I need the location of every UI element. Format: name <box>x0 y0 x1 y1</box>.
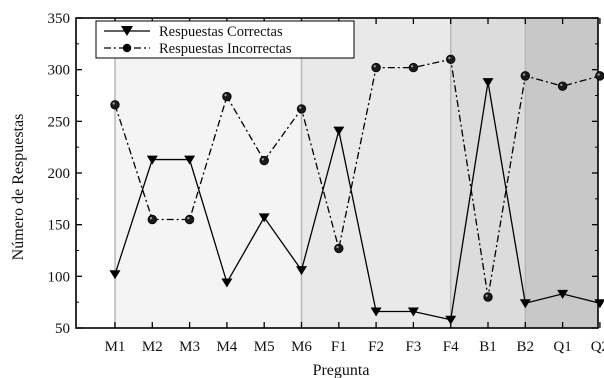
data-point <box>482 78 494 88</box>
x-tick-label: Q1 <box>553 339 571 355</box>
legend-marker-correctas <box>121 26 133 36</box>
data-point <box>221 278 233 288</box>
x-tick-label: B1 <box>479 339 497 355</box>
data-point-highlight <box>522 73 526 76</box>
data-point <box>483 292 493 302</box>
x-tick-label: B2 <box>517 339 535 355</box>
y-tick-label: 300 <box>48 63 71 79</box>
series-line <box>114 81 601 321</box>
series-line <box>114 58 601 298</box>
data-point <box>446 54 456 65</box>
legend-box <box>95 20 355 59</box>
y-tick-label: 250 <box>48 114 71 130</box>
data-point <box>407 307 419 317</box>
series-layer <box>109 54 604 325</box>
data-point-highlight <box>299 106 302 109</box>
data-point-highlight <box>448 56 451 60</box>
axes: 50 100 150 200 250 300 350 M1 M2 M3 M4 M5 M6 F1 F2 F3 F4… <box>48 11 604 355</box>
data-point <box>110 100 120 110</box>
shaded-regions <box>114 18 598 328</box>
data-point <box>594 299 604 309</box>
data-point <box>408 62 419 73</box>
y-tick-label: 100 <box>48 269 71 285</box>
legend-marker-incorrectas <box>122 43 132 53</box>
data-point <box>445 315 457 325</box>
y-tick-label: 350 <box>48 11 71 27</box>
data-point <box>184 214 195 225</box>
x-tick-label: M3 <box>179 339 200 355</box>
data-point <box>147 214 158 225</box>
data-point-highlight <box>410 65 414 68</box>
shaded-region-1 <box>115 18 302 328</box>
x-tick-label: M1 <box>105 339 126 355</box>
data-point <box>184 155 196 165</box>
data-point-highlight <box>336 245 339 249</box>
y-tick-label: 150 <box>48 218 71 234</box>
data-point <box>595 71 604 81</box>
legend: Respuestas Correctas Respuestas Incorrec… <box>95 20 355 59</box>
data-point <box>222 91 232 102</box>
data-point-highlight <box>224 94 227 97</box>
x-tick-label: F3 <box>405 339 421 355</box>
data-point <box>557 289 569 299</box>
data-point <box>557 81 568 91</box>
x-axis-title: Pregunta <box>313 362 370 378</box>
legend-label-correctas: Respuestas Correctas <box>159 24 283 40</box>
data-point <box>258 213 270 223</box>
data-point-highlight <box>112 102 115 105</box>
data-point <box>371 62 381 73</box>
data-point <box>109 270 121 280</box>
data-point <box>296 266 307 276</box>
y-tick-label: 50 <box>55 321 70 337</box>
data-point-highlight <box>597 73 600 76</box>
data-point <box>259 155 269 166</box>
y-axis-title: Número de Respuestas <box>10 114 27 261</box>
x-tick-label: Q2 <box>591 339 604 355</box>
x-tick-label: M5 <box>254 339 275 355</box>
data-point <box>334 243 344 254</box>
data-point-highlight <box>560 83 563 87</box>
x-tick-label: M6 <box>291 339 312 355</box>
x-tick-label: M4 <box>216 339 237 355</box>
legend-label-incorrectas: Respuestas Incorrectas <box>159 41 292 57</box>
data-point <box>146 155 158 165</box>
data-point-highlight <box>149 217 153 220</box>
series-2 <box>110 54 604 302</box>
data-point <box>370 307 382 317</box>
x-tick-label: M2 <box>142 339 163 355</box>
shaded-region-4 <box>525 18 598 328</box>
data-point <box>333 126 345 136</box>
data-point-highlight <box>187 217 190 220</box>
y-tick-label: 200 <box>48 166 71 182</box>
series-1 <box>109 78 604 325</box>
data-point-highlight <box>261 158 265 161</box>
data-point-highlight <box>485 294 488 297</box>
x-tick-label: F4 <box>443 339 459 355</box>
data-point-highlight <box>373 65 376 68</box>
data-point <box>520 71 531 81</box>
shaded-region-3 <box>450 18 526 328</box>
data-point <box>519 299 531 309</box>
x-tick-label: F2 <box>368 339 384 355</box>
x-tick-label: F1 <box>331 339 347 355</box>
data-point <box>296 104 307 114</box>
